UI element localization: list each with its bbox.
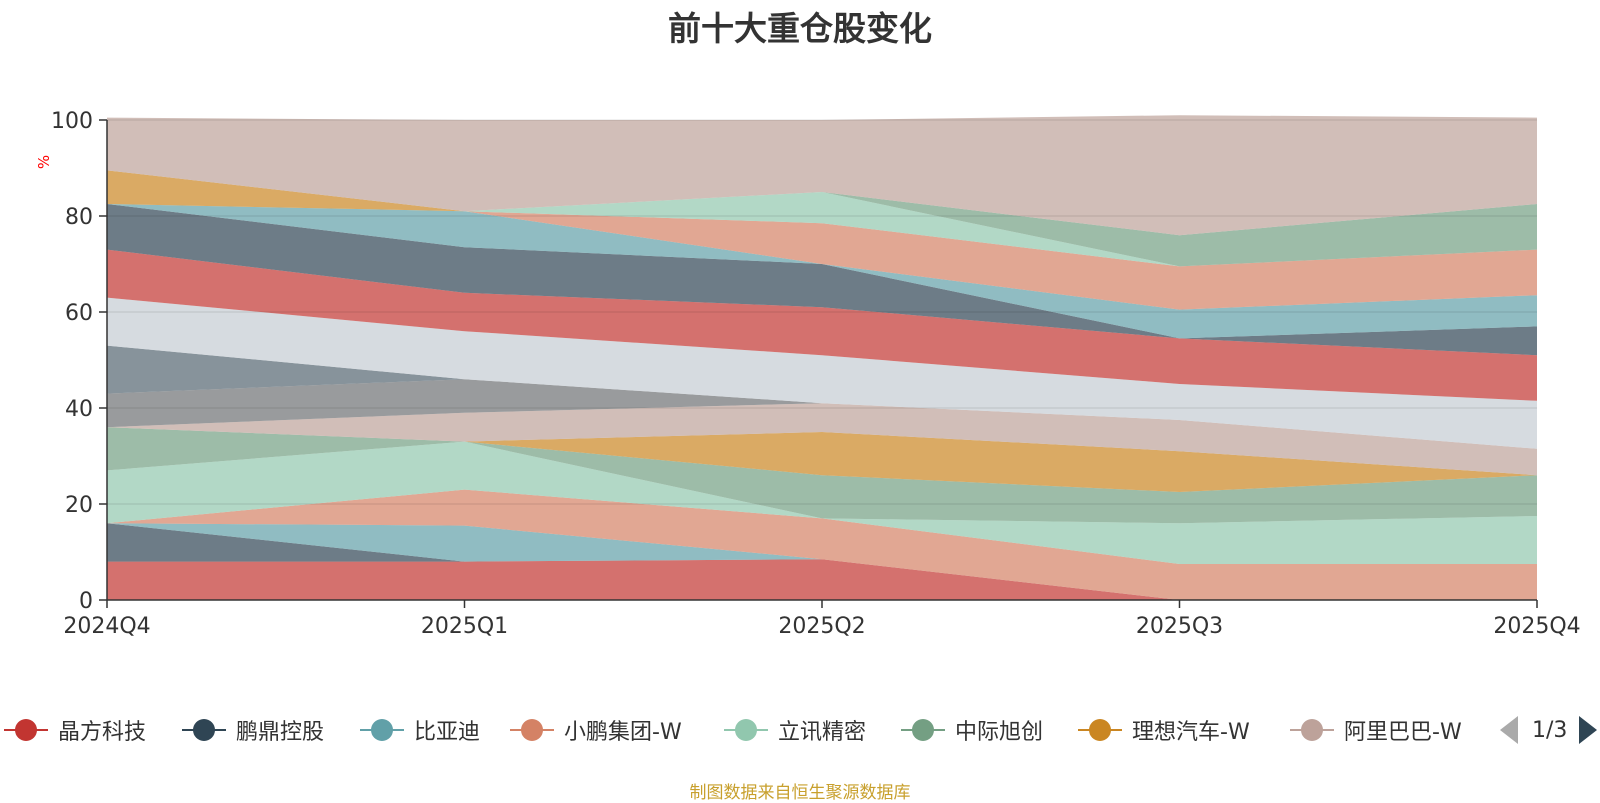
area-series-3 xyxy=(107,523,1537,600)
axis-labels: 0 20 40 60 80 100 2024Q4 2025Q1 2025Q2 2025Q3 2025… xyxy=(35,109,1581,639)
y-tick-label: 100 xyxy=(51,109,93,134)
legend-circle-icon xyxy=(897,712,949,748)
x-tick-label: 2025Q4 xyxy=(1493,614,1580,639)
legend-item-3[interactable]: 比亚迪 xyxy=(356,712,480,748)
legend-item-2[interactable]: 鹏鼎控股 xyxy=(178,712,324,748)
legend-page-indicator: 1/3 xyxy=(1532,717,1568,743)
legend-label: 鹏鼎控股 xyxy=(236,720,325,745)
axes xyxy=(99,119,1538,608)
legend-item-5[interactable]: 立讯精密 xyxy=(720,712,866,748)
legend-item-1[interactable]: 晶方科技 xyxy=(0,712,146,748)
data-source-note: 制图数据来自恒生聚源数据库 xyxy=(689,783,911,803)
legend-label: 晶方科技 xyxy=(58,720,147,745)
triangle-left-icon[interactable] xyxy=(1500,716,1518,744)
area-series-17 xyxy=(107,192,1537,267)
legend-label: 立讯精密 xyxy=(778,720,867,745)
legend: 晶方科技 鹏鼎控股 比亚迪 小鹏集团-W 立讯精密 中际旭创 理想汽车-W 阿里巴巴-W xyxy=(0,712,1600,748)
area-series-4 xyxy=(107,489,1537,600)
area-series-16 xyxy=(107,192,1537,267)
legend-label: 中际旭创 xyxy=(955,720,1044,745)
legend-circle-icon xyxy=(178,712,230,748)
area-series-12 xyxy=(107,249,1537,401)
area-series-11 xyxy=(107,297,1537,449)
area-series-group xyxy=(107,115,1537,600)
legend-circle-icon xyxy=(720,712,772,748)
legend-item-6[interactable]: 中际旭创 xyxy=(897,712,1043,748)
chart-title: 前十大重仓股变化 xyxy=(668,9,932,48)
y-tick-label: 20 xyxy=(65,493,93,518)
area-series-8 xyxy=(107,403,1537,476)
legend-label: 比亚迪 xyxy=(414,720,481,745)
y-tick-label: 0 xyxy=(79,589,93,614)
y-tick-label: 60 xyxy=(65,301,93,326)
x-tick-label: 2025Q3 xyxy=(1136,614,1223,639)
legend-label: 理想汽车-W xyxy=(1132,720,1250,745)
legend-circle-icon xyxy=(1074,712,1126,748)
x-tick-label: 2025Q2 xyxy=(778,614,865,639)
x-tick-label: 2025Q1 xyxy=(421,614,508,639)
legend-item-8[interactable]: 阿里巴巴-W xyxy=(1286,712,1462,748)
area-series-15 xyxy=(107,204,1537,310)
area-series-5 xyxy=(107,441,1537,564)
legend-item-4[interactable]: 小鹏集团-W xyxy=(506,712,682,748)
area-series-19 xyxy=(107,115,1537,236)
legend-label: 小鹏集团-W xyxy=(564,720,682,745)
legend-circle-icon xyxy=(356,712,408,748)
legend-item-7[interactable]: 理想汽车-W xyxy=(1074,712,1250,748)
legend-circle-icon xyxy=(506,712,558,748)
area-series-2 xyxy=(107,523,1537,600)
legend-circle-icon xyxy=(0,712,52,748)
legend-pager: 1/3 xyxy=(1500,712,1598,748)
grid-lines xyxy=(107,119,1537,505)
x-tick-label: 2024Q4 xyxy=(63,614,150,639)
y-tick-label: 40 xyxy=(65,397,93,422)
y-tick-label: 80 xyxy=(65,205,93,230)
area-series-14 xyxy=(107,204,1537,339)
y-axis-unit-label: % xyxy=(35,155,53,169)
legend-label: 阿里巴巴-W xyxy=(1344,720,1462,745)
area-series-13 xyxy=(107,204,1537,356)
area-series-1 xyxy=(107,559,1537,600)
stacked-area-chart: 0 20 40 60 80 100 2024Q4 2025Q1 2025Q2 2025Q3 2025… xyxy=(35,109,1581,639)
area-series-9 xyxy=(107,379,1537,449)
legend-circle-icon xyxy=(1286,712,1338,748)
triangle-right-icon[interactable] xyxy=(1579,716,1598,744)
area-series-7 xyxy=(107,427,1537,492)
